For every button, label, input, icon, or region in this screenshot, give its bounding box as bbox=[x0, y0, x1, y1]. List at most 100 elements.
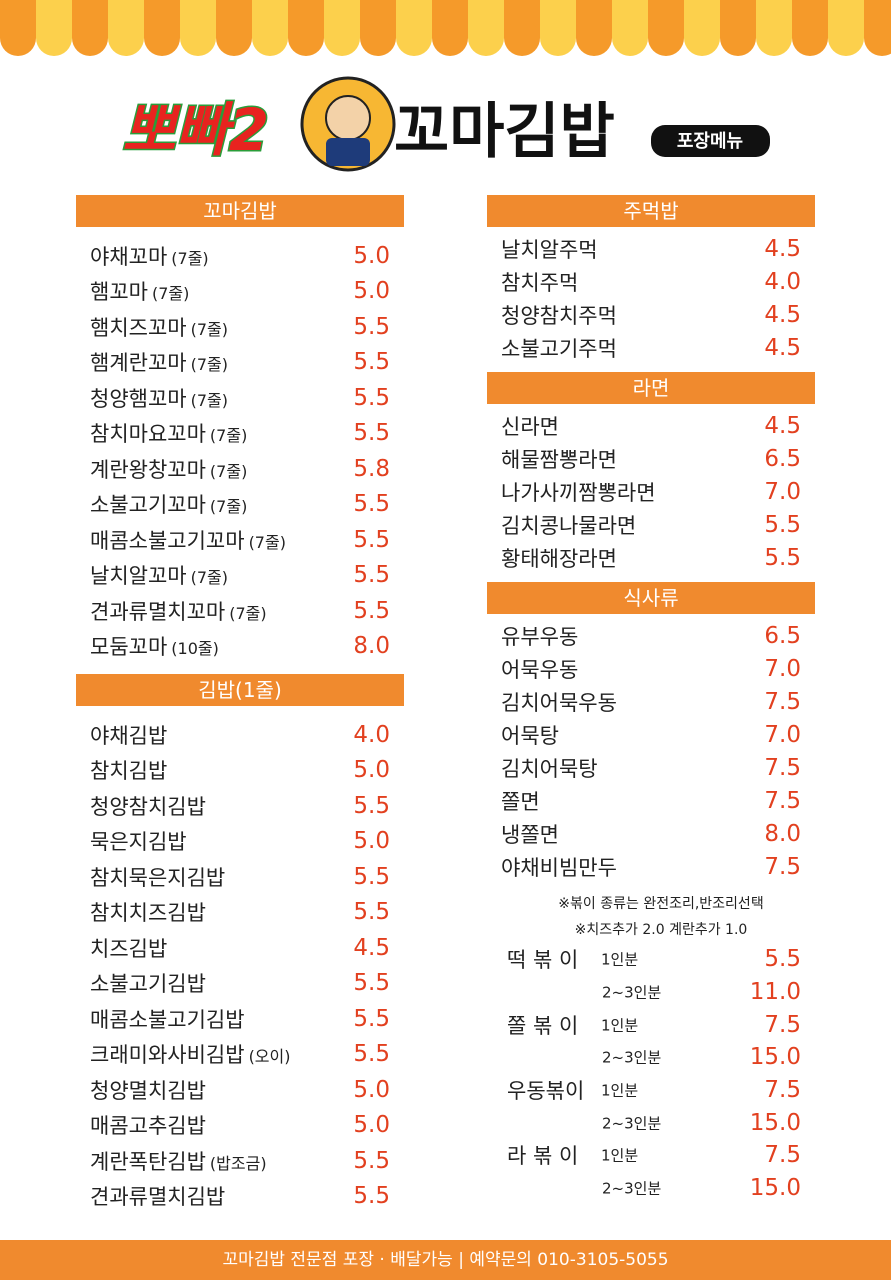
menu-item: 묵은지김밥 5.0 bbox=[76, 824, 404, 860]
item-list: 신라면 4.5 해물짬뽕라면 6.5 나가사끼짬뽕라면 7.0 김치콩나물라면 5.5 황태해장… bbox=[487, 404, 815, 582]
item-price: 5.5 bbox=[353, 792, 390, 819]
item-list: 유부우동 6.5 어묵우동 7.0 김치어묵우동 7.5 어묵탕 7.0 김치어묵탕 7.5 쫄면 7… bbox=[487, 614, 815, 891]
item-name: 참치김밥 bbox=[90, 755, 167, 785]
bokki-portion: 2~3인분 bbox=[602, 1114, 662, 1133]
item-name-text: 나가사끼짬뽕라면 bbox=[501, 480, 656, 505]
item-name-text: 치즈김밥 bbox=[90, 936, 168, 961]
item-name: 크래미와사비김밥 (오이) bbox=[90, 1039, 291, 1069]
item-name: 청양참치김밥 bbox=[90, 791, 206, 821]
item-price: 5.8 bbox=[353, 455, 390, 482]
menu-item: 냉쫄면 8.0 bbox=[487, 817, 815, 850]
item-price: 5.5 bbox=[353, 1147, 390, 1174]
menu-item: 어묵우동 7.0 bbox=[487, 652, 815, 685]
menu-item: 햄꼬마 (7줄) 5.0 bbox=[76, 274, 404, 310]
section-title: 주먹밥 bbox=[487, 195, 815, 227]
item-name-text: 매콤소불고기꼬마 bbox=[90, 528, 245, 553]
item-name-text: 김치어묵우동 bbox=[501, 690, 617, 715]
menu-item: 소불고기김밥 5.5 bbox=[76, 966, 404, 1002]
item-name-text: 냉쫄면 bbox=[501, 822, 559, 847]
item-price: 7.5 bbox=[764, 787, 801, 814]
item-name: 김치어묵우동 bbox=[501, 687, 617, 717]
menu-item: 견과류멸치김밥 5.5 bbox=[76, 1179, 404, 1215]
bokki-price: 15.0 bbox=[749, 1175, 801, 1202]
bokki-row: 2~3인분 11.0 bbox=[487, 976, 815, 1009]
item-price: 5.0 bbox=[353, 828, 390, 855]
bokki-name: 떡 볶 이 bbox=[507, 948, 579, 973]
item-name-text: 야채비빔만두 bbox=[501, 855, 617, 880]
item-price: 4.5 bbox=[764, 301, 801, 328]
item-name-text: 햄계란꼬마 bbox=[90, 351, 187, 376]
item-name-text: 쫄면 bbox=[501, 789, 540, 814]
bokki-price: 7.5 bbox=[764, 1077, 801, 1104]
bokki-portion: 1인분 bbox=[601, 950, 639, 969]
item-name-text: 소불고기꼬마 bbox=[90, 493, 206, 518]
item-note: (7줄) bbox=[190, 355, 228, 375]
menu-item: 청양참치김밥 5.5 bbox=[76, 788, 404, 824]
item-note: (7줄) bbox=[209, 461, 248, 481]
item-price: 5.5 bbox=[353, 384, 390, 411]
note: ※치즈추가 2.0 계란추가 1.0 bbox=[574, 922, 748, 938]
item-name: 참치마요꼬마 (7줄) bbox=[90, 418, 247, 448]
item-name: 청양햄꼬마 (7줄) bbox=[90, 383, 228, 413]
item-name-text: 어묵우동 bbox=[501, 657, 579, 682]
menu-item: 신라면 4.5 bbox=[487, 409, 815, 442]
item-name: 소불고기꼬마 (7줄) bbox=[90, 489, 247, 519]
item-note: (7줄) bbox=[151, 284, 190, 304]
item-price: 7.0 bbox=[764, 655, 801, 682]
item-price: 4.5 bbox=[353, 934, 390, 961]
item-price: 5.5 bbox=[353, 970, 390, 997]
item-name-text: 청양햄꼬마 bbox=[90, 386, 187, 411]
item-name: 참치주먹 bbox=[501, 267, 578, 297]
item-price: 4.0 bbox=[353, 721, 390, 748]
bokki-row: 쫄 볶 이 1인분 7.5 bbox=[487, 1008, 815, 1041]
item-name: 날치알꼬마 (7줄) bbox=[90, 560, 228, 590]
menu-item: 김치어묵우동 7.5 bbox=[487, 685, 815, 718]
item-name: 참치묵은지김밥 bbox=[90, 862, 225, 892]
bokki-price: 7.5 bbox=[764, 1142, 801, 1169]
menu-item: 김치어묵탕 7.5 bbox=[487, 751, 815, 784]
item-name-text: 날치알주먹 bbox=[501, 237, 598, 262]
menu-item: 계란왕창꼬마 (7줄) 5.8 bbox=[76, 451, 404, 487]
item-name: 냉쫄면 bbox=[501, 819, 559, 849]
item-price: 5.0 bbox=[353, 242, 390, 269]
item-name-text: 참치김밥 bbox=[90, 759, 168, 784]
logo: 뽀빠2 꼬마김밥 포장메뉴 bbox=[121, 76, 770, 172]
item-price: 5.5 bbox=[353, 899, 390, 926]
item-name: 야채김밥 bbox=[90, 720, 167, 750]
item-price: 6.5 bbox=[764, 445, 801, 472]
menu-item: 견과류멸치꼬마 (7줄) 5.5 bbox=[76, 593, 404, 629]
item-price: 4.0 bbox=[764, 268, 801, 295]
bokki-row: 떡 볶 이 1인분 5.5 bbox=[487, 943, 815, 976]
item-note: (7줄) bbox=[190, 319, 228, 339]
menu-item: 매콤소불고기꼬마 (7줄) 5.5 bbox=[76, 522, 404, 558]
menu-item: 날치알꼬마 (7줄) 5.5 bbox=[76, 558, 404, 594]
item-name: 매콤고추김밥 bbox=[90, 1110, 206, 1140]
item-name: 묵은지김밥 bbox=[90, 826, 187, 856]
bokki-portion: 1인분 bbox=[601, 1016, 639, 1035]
item-note: (10줄) bbox=[171, 639, 219, 659]
item-name-text: 크래미와사비김밥 bbox=[90, 1043, 245, 1068]
menu-item: 소불고기꼬마 (7줄) 5.5 bbox=[76, 487, 404, 523]
bokki-price: 15.0 bbox=[749, 1044, 801, 1071]
item-name-text: 계란왕창꼬마 bbox=[90, 457, 206, 482]
item-name: 견과류멸치김밥 bbox=[90, 1181, 225, 1211]
item-price: 5.0 bbox=[353, 278, 390, 305]
item-name: 신라면 bbox=[501, 411, 559, 441]
item-name-text: 야채김밥 bbox=[90, 723, 168, 748]
item-price: 5.5 bbox=[353, 1041, 390, 1068]
section-title: 식사류 bbox=[487, 582, 815, 614]
item-list: 야채김밥 4.0 참치김밥 5.0 청양참치김밥 5.5 묵은지김밥 5.0 참치묵은지김밥 5.… bbox=[76, 712, 404, 1224]
item-name-text: 햄치즈꼬마 bbox=[90, 315, 187, 340]
brand: 뽀빠2 bbox=[122, 96, 269, 164]
item-name: 날치알주먹 bbox=[501, 234, 598, 264]
item-note: (오이) bbox=[248, 1047, 291, 1067]
menu-item: 크래미와사비김밥 (오이) 5.5 bbox=[76, 1037, 404, 1073]
item-price: 4.5 bbox=[764, 334, 801, 361]
item-note: (7줄) bbox=[229, 603, 267, 623]
item-name: 쫄면 bbox=[501, 786, 540, 816]
item-price: 8.0 bbox=[764, 820, 801, 847]
item-name: 소불고기주먹 bbox=[501, 333, 617, 363]
item-name-text: 김치콩나물라면 bbox=[501, 513, 637, 538]
item-price: 5.0 bbox=[353, 1112, 390, 1139]
item-name: 야채비빔만두 bbox=[501, 852, 617, 882]
